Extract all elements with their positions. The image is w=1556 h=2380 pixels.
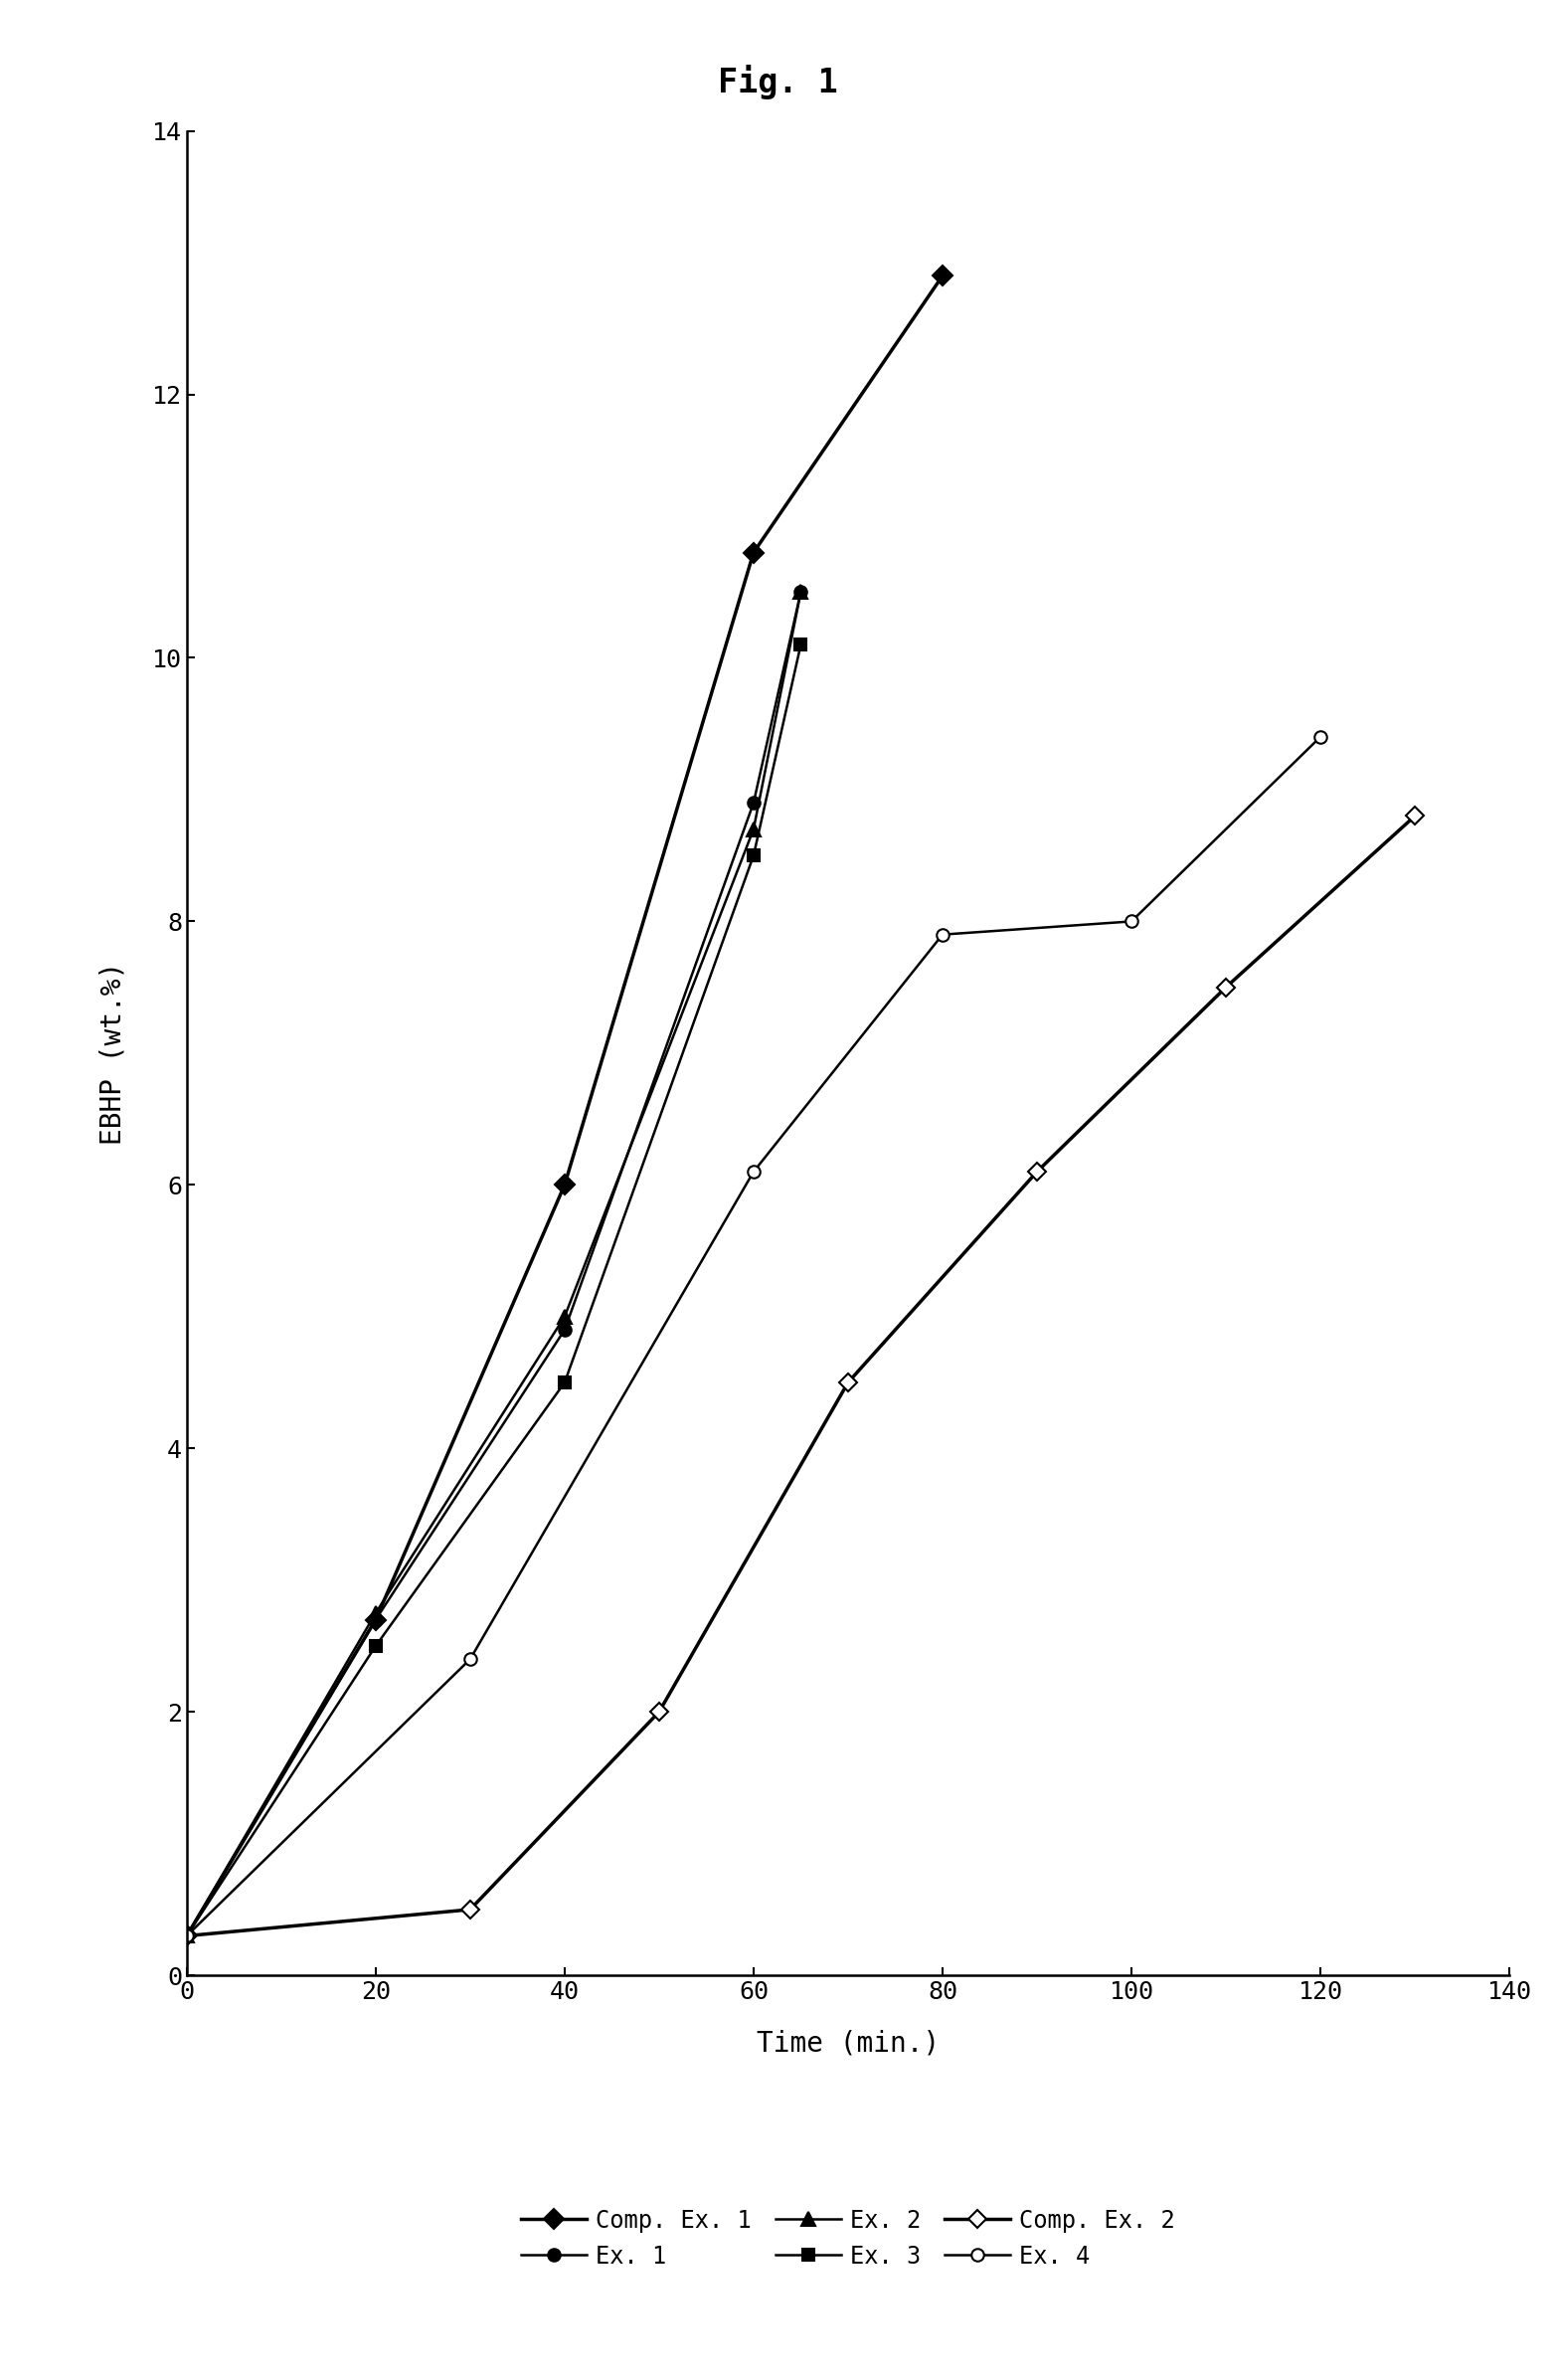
Ex. 2 (555, 1302, 574, 1330)
Comp. Ex. 1 (934, 262, 952, 290)
Ex. 2 (792, 578, 811, 607)
Ex. 4 (1122, 907, 1141, 935)
Comp. Ex. 2 (839, 1368, 857, 1397)
Ex. 2 (177, 1921, 196, 1949)
Comp. Ex. 2 (1217, 973, 1235, 1002)
Ex. 1 (744, 788, 762, 816)
Comp. Ex. 2 (461, 1894, 479, 1923)
X-axis label: Time (min.): Time (min.) (756, 2030, 940, 2056)
Text: Fig. 1: Fig. 1 (717, 64, 839, 100)
Ex. 1 (555, 1316, 574, 1345)
Ex. 3 (744, 840, 762, 869)
Comp. Ex. 1 (366, 1607, 384, 1635)
Comp. Ex. 1 (744, 538, 762, 566)
Ex. 4 (744, 1157, 762, 1185)
Y-axis label: EBHP (wt.%): EBHP (wt.%) (100, 962, 128, 1145)
Ex. 2 (366, 1599, 384, 1628)
Line: Comp. Ex. 2: Comp. Ex. 2 (180, 809, 1421, 1942)
Comp. Ex. 2 (177, 1921, 196, 1949)
Ex. 4 (177, 1921, 196, 1949)
Comp. Ex. 2 (650, 1697, 669, 1726)
Ex. 3 (366, 1633, 384, 1661)
Ex. 4 (1312, 724, 1330, 752)
Line: Comp. Ex. 1: Comp. Ex. 1 (180, 269, 949, 1942)
Comp. Ex. 2 (1405, 802, 1424, 831)
Ex. 3 (555, 1368, 574, 1397)
Ex. 4 (461, 1645, 479, 1673)
Ex. 4 (934, 921, 952, 950)
Line: Ex. 3: Ex. 3 (180, 638, 808, 1942)
Line: Ex. 1: Ex. 1 (180, 585, 808, 1942)
Comp. Ex. 1 (555, 1171, 574, 1200)
Line: Ex. 4: Ex. 4 (180, 731, 1327, 1942)
Comp. Ex. 1 (177, 1921, 196, 1949)
Ex. 2 (744, 814, 762, 843)
Comp. Ex. 2 (1027, 1157, 1046, 1185)
Ex. 3 (792, 631, 811, 659)
Ex. 1 (177, 1921, 196, 1949)
Line: Ex. 2: Ex. 2 (180, 585, 808, 1942)
Ex. 3 (177, 1921, 196, 1949)
Ex. 1 (366, 1607, 384, 1635)
Ex. 1 (792, 578, 811, 607)
Legend: Comp. Ex. 1, Ex. 1, Ex. 2, Ex. 3, Comp. Ex. 2, Ex. 4: Comp. Ex. 1, Ex. 1, Ex. 2, Ex. 3, Comp. … (512, 2199, 1184, 2278)
